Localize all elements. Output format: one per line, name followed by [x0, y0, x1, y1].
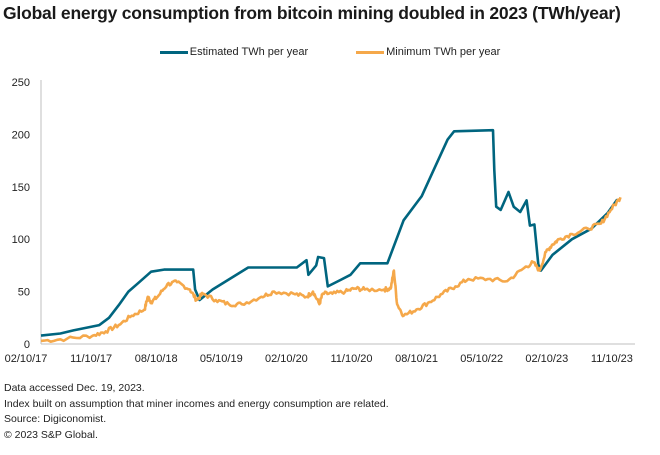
legend: Estimated TWh per year Minimum TWh per y… [0, 46, 660, 58]
legend-label-estimated: Estimated TWh per year [189, 46, 309, 58]
x-tick-label: 05/10/19 [200, 353, 243, 365]
x-tick-label: 11/10/20 [330, 353, 372, 365]
footnote-index-assumption: Index built on assumption that miner inc… [4, 397, 389, 410]
x-tick-label: 08/10/21 [395, 353, 438, 365]
legend-item-estimated: Estimated TWh per year [159, 46, 309, 58]
legend-label-minimum: Minimum TWh per year [386, 46, 501, 58]
series-line-estimated [40, 128, 619, 337]
line-chart: 0 50 100 150 200 250 02/10/17 11/10/17 08/10/18… [5, 77, 635, 365]
footnote-source: Source: Digiconomist. [4, 413, 107, 425]
y-tick-label: 0 [24, 339, 30, 351]
x-tick-label: 02/10/20 [265, 353, 308, 365]
y-tick-label: 150 [12, 182, 30, 194]
legend-item-minimum: Minimum TWh per year [356, 46, 500, 58]
y-tick-label: 200 [12, 129, 30, 141]
y-tick-label: 250 [12, 77, 30, 89]
footnote-copyright: © 2023 S&P Global. [4, 428, 98, 441]
x-tick-label: 11/10/23 [591, 353, 633, 365]
footnotes: Data accessed Dec. 19, 2023. Index built… [4, 381, 389, 443]
x-tick-label: 02/10/23 [525, 353, 568, 365]
x-tick-label: 11/10/17 [70, 353, 112, 365]
legend-swatch-minimum [356, 50, 385, 54]
x-tick-label: 02/10/17 [5, 353, 48, 365]
footnote-data-accessed: Data accessed Dec. 19, 2023. [4, 382, 145, 394]
chart-title: Global energy consumption from bitcoin m… [3, 3, 621, 23]
x-axis: 02/10/17 11/10/17 08/10/18 05/10/19 02/10/20… [5, 353, 633, 365]
series-line-minimum [40, 196, 622, 344]
x-tick-label: 08/10/18 [135, 353, 178, 365]
legend-swatch-estimated [159, 50, 188, 54]
y-tick-label: 100 [12, 234, 30, 246]
series-group [40, 128, 622, 344]
y-tick-label: 50 [18, 287, 30, 299]
y-axis: 0 50 100 150 200 250 [12, 77, 30, 351]
x-tick-label: 05/10/22 [460, 353, 503, 365]
